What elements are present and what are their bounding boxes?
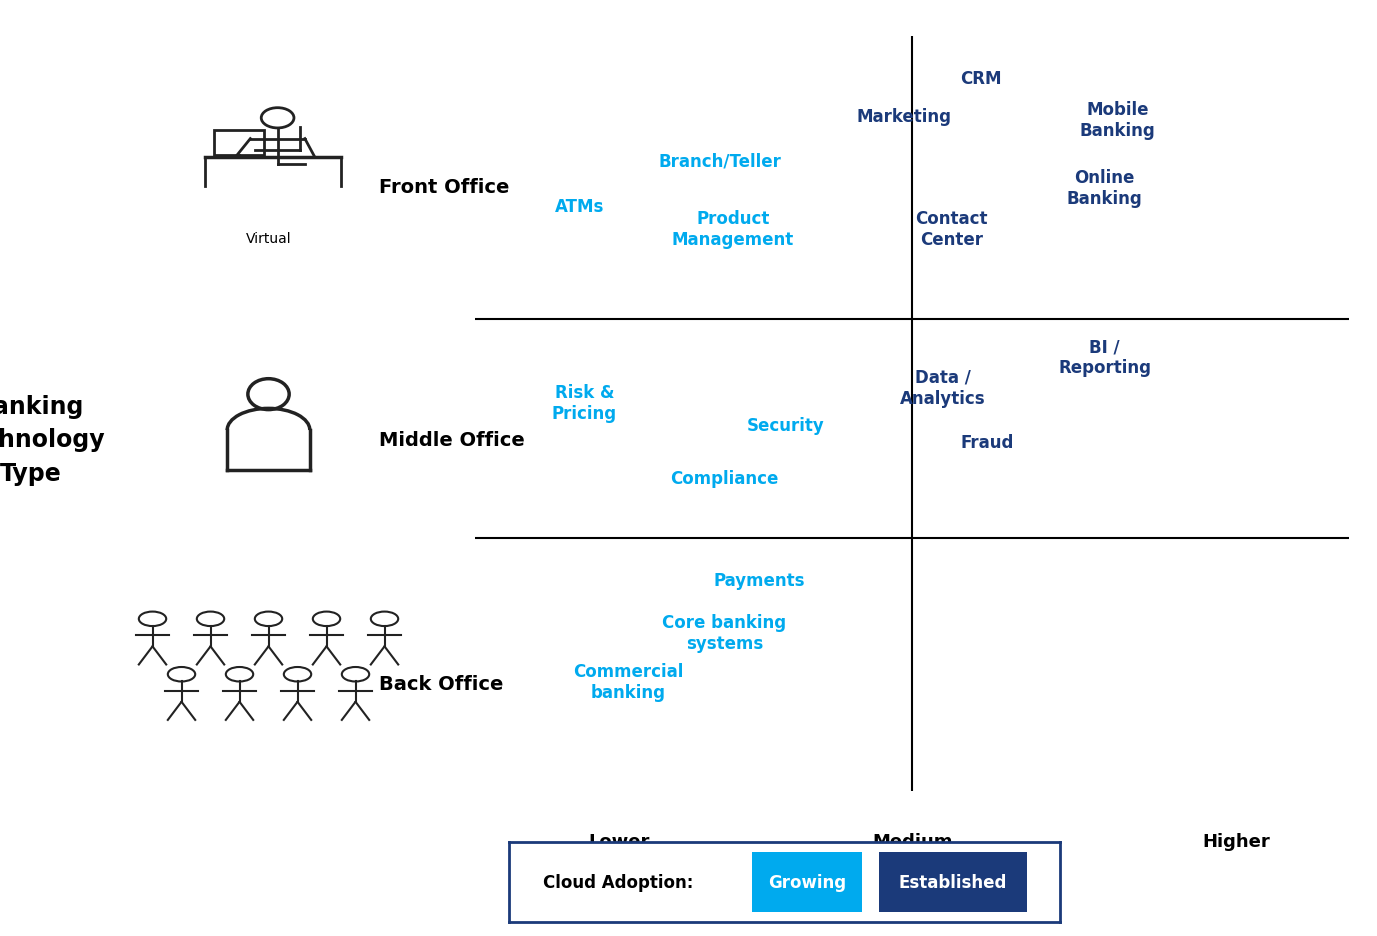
Text: Front Office: Front Office bbox=[379, 178, 509, 197]
Text: Mobile
Banking: Mobile Banking bbox=[1080, 101, 1155, 139]
Text: Relative Cloud Adoption: Relative Cloud Adoption bbox=[770, 878, 1055, 898]
Text: Virtual: Virtual bbox=[245, 232, 292, 245]
Text: Marketing: Marketing bbox=[856, 108, 952, 125]
FancyBboxPatch shape bbox=[879, 852, 1027, 913]
Text: Product
Management: Product Management bbox=[672, 211, 795, 249]
Text: Medium: Medium bbox=[872, 832, 953, 850]
Text: Growing: Growing bbox=[768, 873, 845, 891]
Text: Middle Office: Middle Office bbox=[379, 431, 525, 449]
Text: Payments: Payments bbox=[713, 571, 806, 589]
Text: Contact
Center: Contact Center bbox=[916, 211, 987, 249]
Text: Banking
Technology
Type: Banking Technology Type bbox=[0, 394, 105, 486]
Text: Compliance: Compliance bbox=[671, 469, 778, 488]
Text: Core banking
systems: Core banking systems bbox=[662, 613, 786, 652]
Text: Commercial
banking: Commercial banking bbox=[573, 663, 683, 701]
Text: Online
Banking: Online Banking bbox=[1067, 168, 1143, 208]
Text: Security: Security bbox=[746, 417, 825, 434]
Text: Cloud Adoption:: Cloud Adoption: bbox=[543, 873, 693, 891]
Text: Data /
Analytics: Data / Analytics bbox=[901, 369, 986, 407]
Text: Higher: Higher bbox=[1202, 832, 1270, 850]
Text: Established: Established bbox=[899, 873, 1007, 891]
Text: ATMs: ATMs bbox=[555, 198, 605, 216]
Text: BI /
Reporting: BI / Reporting bbox=[1058, 338, 1151, 377]
Text: Back Office: Back Office bbox=[379, 674, 503, 693]
Text: Lower: Lower bbox=[588, 832, 650, 850]
Text: Risk &
Pricing: Risk & Pricing bbox=[552, 384, 617, 422]
FancyBboxPatch shape bbox=[213, 131, 264, 156]
FancyBboxPatch shape bbox=[752, 852, 862, 913]
Text: Branch/Teller: Branch/Teller bbox=[658, 153, 781, 170]
Text: Fraud: Fraud bbox=[960, 433, 1013, 452]
Text: CRM: CRM bbox=[960, 70, 1002, 88]
